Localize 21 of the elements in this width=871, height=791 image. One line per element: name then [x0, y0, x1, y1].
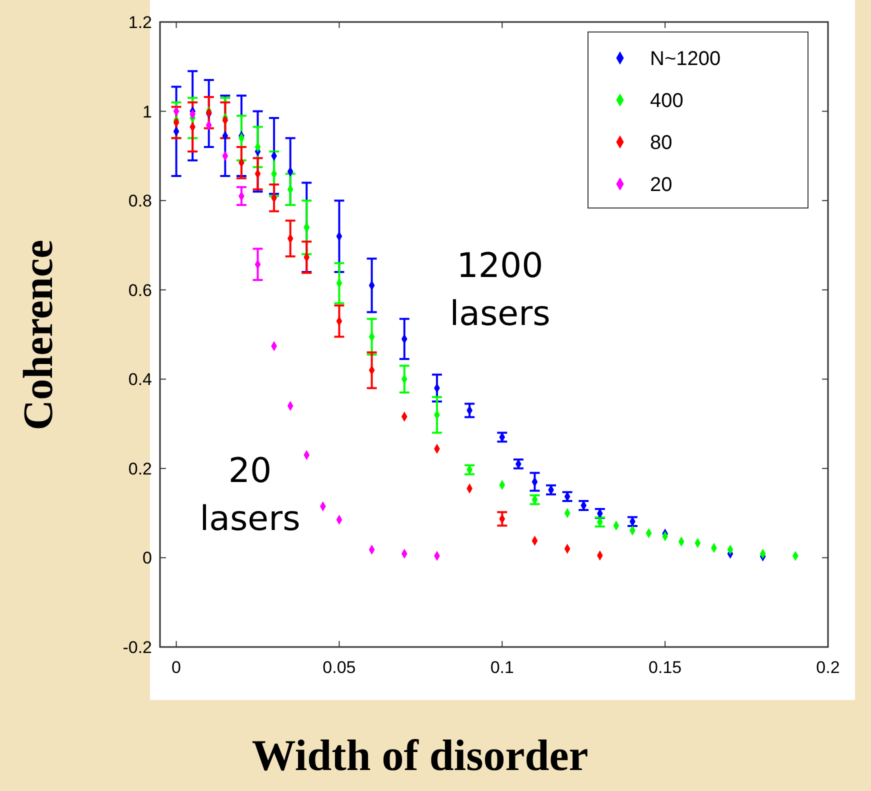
legend-label: 400: [650, 90, 684, 112]
annotation: 1200 lasers: [450, 246, 550, 334]
y-tick-label: -0.2: [122, 638, 152, 657]
y-tick-label: 0.6: [128, 280, 152, 300]
x-tick-label: 0.15: [648, 658, 682, 677]
y-tick-label: 1.2: [128, 13, 152, 32]
x-tick-label: 0.1: [490, 658, 514, 677]
y-axis-title: Coherence: [16, 240, 62, 430]
annotation: 20 lasers: [200, 451, 300, 539]
legend-label: 20: [650, 174, 672, 196]
legend-label: N~1200: [650, 48, 721, 70]
y-tick-label: 0.2: [128, 459, 152, 478]
y-tick-label: 0: [142, 548, 152, 568]
y-tick-label: 0.4: [128, 370, 152, 390]
x-tick-label: 0.05: [322, 658, 356, 677]
x-axis-title: Width of disorder: [252, 731, 588, 780]
x-tick-label: 0: [172, 658, 182, 677]
x-tick-label: 0.2: [816, 658, 840, 677]
legend-label: 80: [650, 132, 672, 154]
y-tick-label: 1: [142, 102, 152, 122]
y-tick-label: 0.8: [128, 192, 152, 211]
